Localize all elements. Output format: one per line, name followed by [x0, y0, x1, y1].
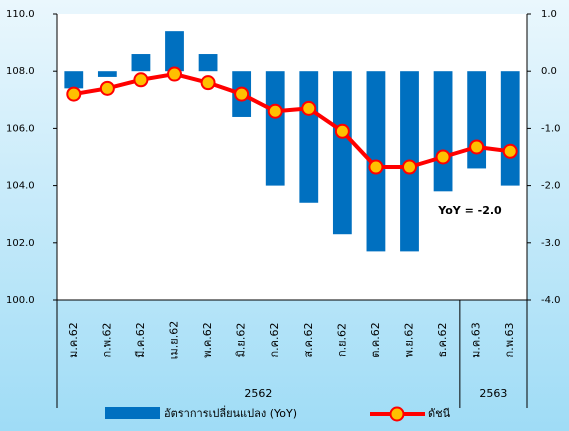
bar — [165, 31, 184, 72]
y-tick-label: 108.0 — [6, 66, 35, 77]
x-tick-label: พ.ค.62 — [201, 322, 214, 358]
x-tick-label: เม.ย.62 — [168, 321, 181, 359]
marker — [133, 72, 149, 88]
x-tick-label: ก.ค.62 — [268, 322, 281, 357]
marker — [99, 80, 115, 96]
y-tick-label: 100.0 — [6, 295, 35, 306]
x-tick-label: ก.พ.63 — [503, 323, 516, 358]
marker — [435, 149, 451, 165]
legend-marker — [389, 406, 405, 422]
legend-swatch — [105, 407, 160, 419]
marker — [234, 86, 250, 102]
y-tick-label: 104.0 — [6, 181, 35, 192]
marker — [502, 143, 518, 159]
x-tick-label: ม.ค.63 — [470, 322, 483, 358]
y2-tick-label: -4.0 — [541, 295, 561, 306]
y2-tick-label: 1.0 — [541, 9, 557, 20]
y-tick-label: 106.0 — [6, 123, 35, 134]
x-tick-label: ม.ค.62 — [67, 322, 80, 358]
marker — [301, 100, 317, 116]
marker — [167, 66, 182, 82]
bar — [332, 71, 352, 235]
bar — [500, 71, 520, 186]
y-tick-label: 110.0 — [6, 9, 35, 20]
y2-tick-label: -2.0 — [541, 181, 561, 192]
marker — [334, 123, 350, 139]
x-tick-label: ต.ค.62 — [369, 322, 382, 358]
plot-area — [57, 14, 527, 300]
x-tick-label: พ.ย.62 — [403, 323, 416, 358]
bar — [97, 71, 117, 77]
bar — [299, 71, 319, 203]
x-tick-label: ก.ย.62 — [335, 323, 348, 357]
bar — [131, 54, 151, 72]
y2-tick-label: -3.0 — [541, 238, 561, 249]
bar — [433, 71, 453, 192]
marker — [267, 103, 283, 119]
marker — [200, 75, 216, 91]
marker — [469, 139, 485, 155]
y-tick-label: 102.0 — [6, 238, 35, 249]
bar — [265, 71, 285, 186]
group-label: 2562 — [244, 387, 272, 400]
legend-label: อัตราการเปลี่ยนแปลง (YoY) — [164, 405, 297, 420]
x-tick-label: มี.ค.62 — [134, 322, 147, 358]
x-tick-label: ก.พ.62 — [100, 323, 113, 358]
y2-tick-label: -1.0 — [541, 123, 561, 134]
bar — [198, 54, 218, 72]
x-tick-label: ธ.ค.62 — [436, 322, 449, 357]
marker — [402, 159, 417, 175]
y2-tick-label: 0.0 — [541, 66, 557, 77]
annotation: YoY = -2.0 — [437, 204, 502, 217]
x-tick-label: ส.ค.62 — [302, 322, 315, 357]
bar — [64, 71, 84, 89]
legend-label: ดัชนี — [428, 407, 451, 420]
group-label: 2563 — [479, 387, 507, 400]
marker — [66, 86, 82, 102]
marker — [368, 159, 384, 175]
x-tick-label: มิ.ย.62 — [235, 323, 248, 358]
